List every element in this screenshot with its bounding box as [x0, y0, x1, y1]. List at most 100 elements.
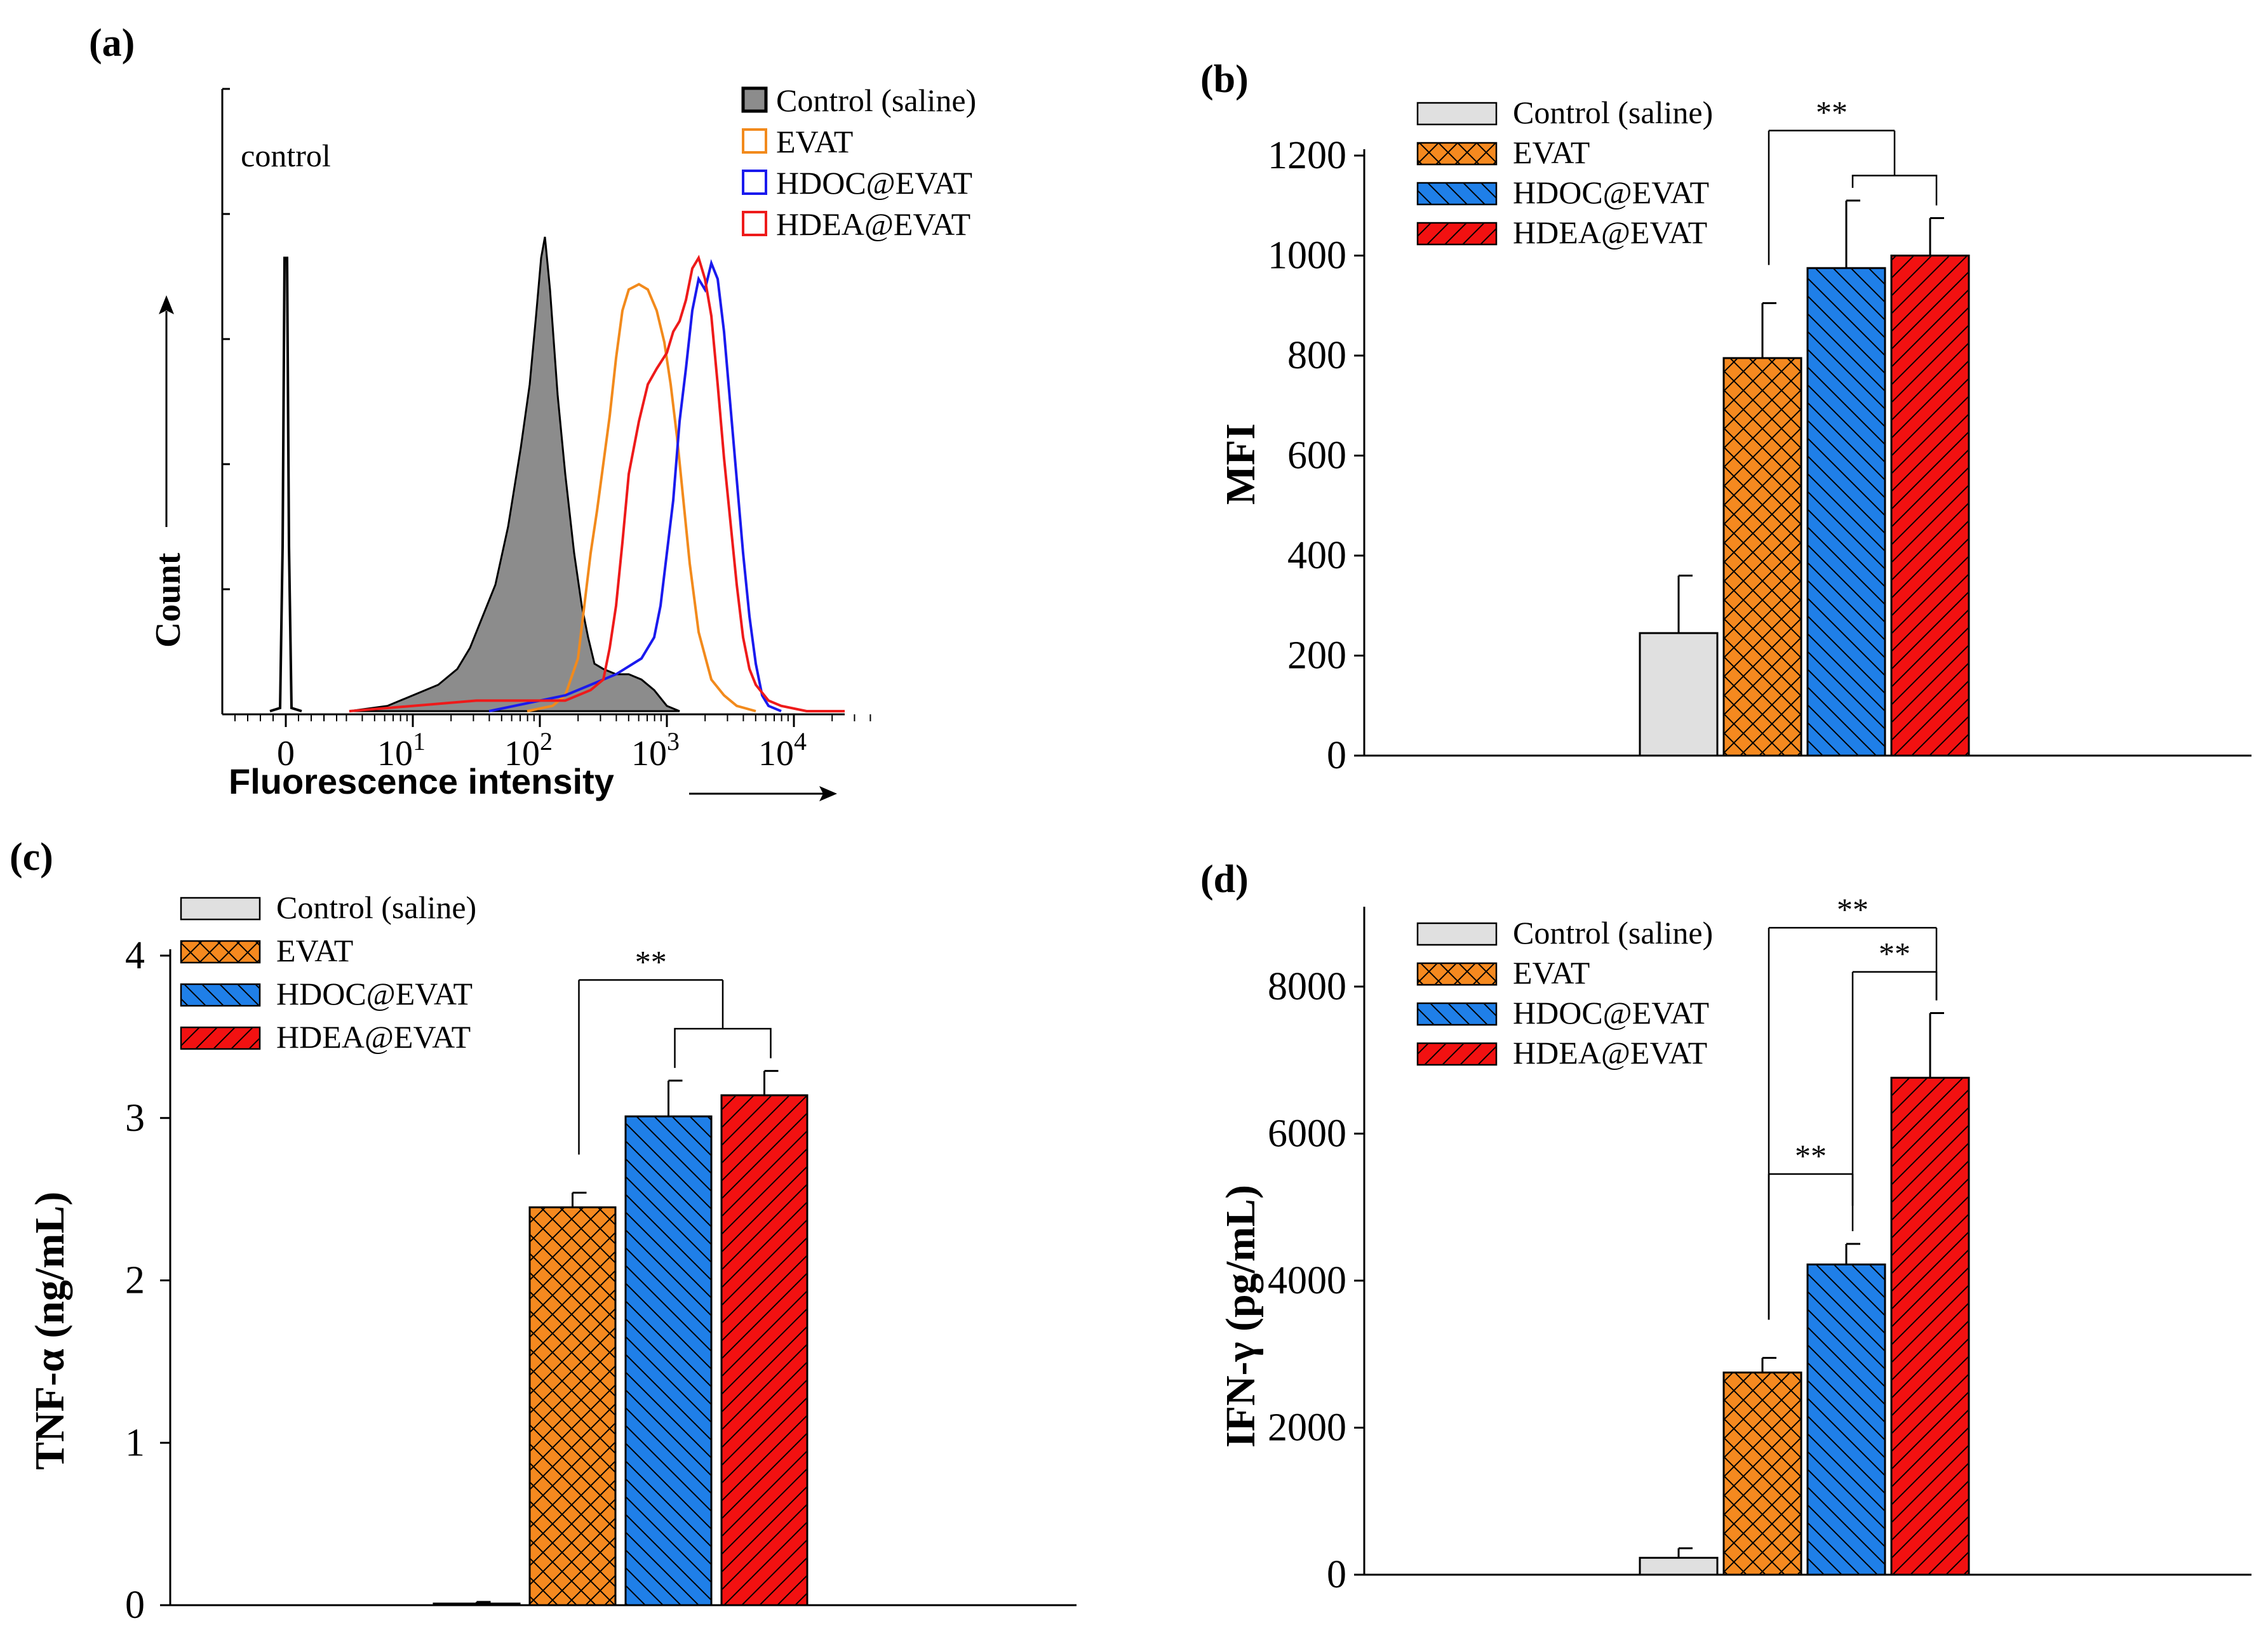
bar-control	[1639, 1556, 1719, 1576]
legend-swatch-hdea	[1416, 1042, 1498, 1066]
panel-a-y-label-group: Count	[149, 295, 188, 648]
y-tick-label: 1	[125, 1421, 145, 1464]
legend-label-control: Control (saline)	[776, 83, 976, 118]
legend-label-hdea: HDEA@EVAT	[776, 206, 970, 242]
legend-label-evat: EVAT	[1513, 135, 1590, 170]
panel-a-y-arrowhead	[159, 295, 174, 314]
x-tick-base: 10	[631, 734, 667, 773]
legend-swatch-evat	[1416, 142, 1498, 166]
bar-evat	[528, 1206, 617, 1606]
legend-label-hdea: HDEA@EVAT	[276, 1019, 471, 1055]
legend-swatch-control	[1416, 102, 1498, 126]
significance-label: **	[1816, 95, 1848, 130]
panel-a-x-label: Fluorescence intensity	[229, 761, 614, 801]
panel-c-bar-chart: (c) TNF-α (ng/mL) 0 1 2 3 4 ** Control (saline…	[10, 836, 1077, 1627]
panel-c-label: (c)	[10, 836, 53, 879]
y-tick-label: 0	[1327, 734, 1346, 777]
significance-sub-bracket	[1851, 175, 1938, 206]
y-tick-label: 600	[1287, 434, 1346, 477]
legend-swatch-control	[741, 86, 768, 113]
legend-label-hdoc: HDOC@EVAT	[276, 976, 473, 1011]
bar-hdoc	[1806, 267, 1886, 757]
legend-swatch-hdoc	[1416, 182, 1498, 206]
legend-swatch-evat	[1416, 962, 1498, 986]
x-tick-base: 10	[377, 734, 413, 773]
x-tick-exponent: 4	[794, 727, 807, 756]
x-tick-label: 0	[277, 734, 295, 773]
bar-hdoc	[1806, 1263, 1886, 1576]
legend-label-hdea: HDEA@EVAT	[1513, 1035, 1707, 1071]
legend-swatch-evat	[180, 940, 261, 964]
panel-a-legend: Control (saline) EVAT HDOC@EVAT HDEA@EVAT	[741, 83, 976, 242]
panel-a-label: (a)	[89, 22, 135, 65]
legend-swatch-control	[180, 897, 261, 921]
legend-label-control: Control (saline)	[276, 890, 476, 925]
legend-swatch-evat	[742, 128, 767, 154]
x-tick-base: 10	[758, 734, 794, 773]
panel-d-label: (d)	[1200, 858, 1249, 901]
panel-a-y-label: Count	[149, 552, 188, 648]
legend-swatch-hdoc	[742, 170, 767, 195]
y-tick-label: 1000	[1268, 234, 1346, 277]
x-tick-label: 102	[504, 727, 553, 773]
bar-control	[1639, 632, 1719, 757]
legend-label-hdoc: HDOC@EVAT	[776, 165, 972, 201]
significance-label: **	[635, 944, 667, 979]
x-tick-label: 104	[758, 727, 807, 773]
y-tick-label: 400	[1287, 534, 1346, 577]
panel-a-x-ticks: 0 101 102 103 104	[222, 88, 871, 773]
y-tick-label: 6000	[1268, 1112, 1346, 1155]
y-tick-label: 4000	[1268, 1259, 1346, 1302]
legend-swatch-hdoc	[1416, 1002, 1498, 1026]
y-tick-label: 2000	[1268, 1406, 1346, 1449]
histogram-series-hdoc	[488, 258, 782, 712]
y-tick-label: 800	[1287, 334, 1346, 377]
control-peak-line	[269, 257, 302, 712]
panel-b-bar-chart: (b) MFI 0 200 400 600 800 1000 1200 ** Control (…	[1200, 58, 2251, 777]
x-tick-label: 103	[631, 727, 680, 773]
bar-hdoc	[624, 1115, 713, 1606]
legend-label-evat: EVAT	[276, 933, 353, 968]
panel-a-annotation-control: control	[241, 138, 331, 173]
y-tick-label: 3	[125, 1097, 145, 1140]
legend-label-evat: EVAT	[1513, 955, 1590, 991]
bar-hdea	[1890, 255, 1970, 757]
y-tick-label: 4	[125, 934, 145, 977]
bar-evat	[1722, 1372, 1802, 1576]
legend-label-hdoc: HDOC@EVAT	[1513, 175, 1709, 210]
y-tick-label: 0	[125, 1584, 145, 1627]
panel-b-y-label: MFI	[1218, 424, 1264, 505]
significance-label: **	[1837, 891, 1869, 927]
bar-hdea	[1890, 1076, 1970, 1576]
panel-a-plot-area	[269, 236, 845, 712]
legend-swatch-hdea	[742, 211, 767, 236]
legend-label-hdoc: HDOC@EVAT	[1513, 995, 1709, 1031]
y-tick-label: 2	[125, 1259, 145, 1302]
y-tick-label: 200	[1287, 634, 1346, 677]
legend-swatch-hdea	[1416, 222, 1498, 246]
x-tick-exponent: 1	[413, 727, 426, 756]
significance-label: **	[1795, 1138, 1827, 1173]
x-tick-label: 101	[377, 727, 426, 773]
bar-control	[433, 1602, 521, 1606]
bar-evat	[1722, 357, 1802, 757]
legend-swatch-control	[1416, 922, 1498, 946]
x-tick-exponent: 2	[540, 727, 553, 756]
panel-d-y-label: IFN-γ (pg/mL)	[1218, 1185, 1264, 1448]
y-tick-label: 0	[1327, 1553, 1346, 1596]
x-tick-base: 10	[504, 734, 540, 773]
panel-c-y-label: TNF-α (ng/mL)	[27, 1192, 73, 1470]
histogram-series-hdea	[349, 255, 845, 712]
legend-label-evat: EVAT	[776, 124, 853, 159]
y-tick-label: 8000	[1268, 965, 1346, 1008]
histogram-series-evat	[527, 283, 756, 712]
panel-b-label: (b)	[1200, 58, 1249, 101]
histogram-series-control	[349, 236, 680, 712]
panel-a-x-label-arrow	[689, 786, 837, 801]
panel-a-histogram: (a) 0 101 102 103 104 control Fluorescence i…	[89, 22, 976, 801]
x-tick-exponent: 3	[667, 727, 680, 756]
y-tick-label: 1200	[1268, 134, 1346, 177]
legend-label-control: Control (saline)	[1513, 915, 1713, 951]
legend-label-control: Control (saline)	[1513, 95, 1713, 130]
